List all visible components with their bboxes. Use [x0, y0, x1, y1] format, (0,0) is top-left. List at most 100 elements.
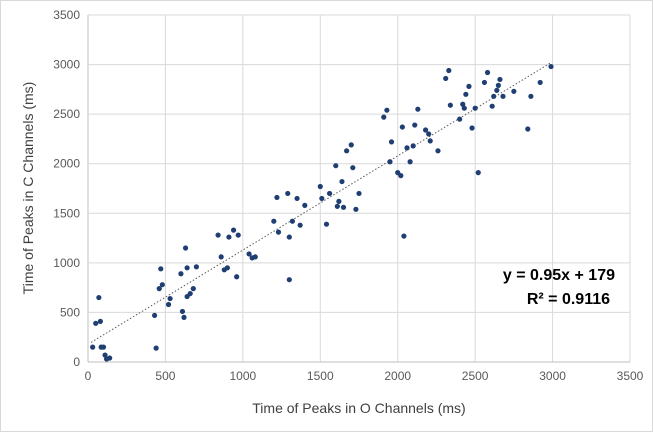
data-point [475, 170, 481, 176]
data-point [167, 295, 173, 302]
data-point [398, 173, 404, 179]
data-point [407, 159, 413, 165]
data-point [457, 116, 463, 122]
data-point [334, 203, 340, 209]
data-point [107, 355, 113, 361]
x-tick-label: 0 [85, 369, 92, 383]
data-point [90, 344, 96, 350]
x-axis-ticks: 0 500 1000 1500 2000 2500 3000 3500 [85, 369, 644, 383]
y-axis-ticks: 0 500 1000 1500 2000 2500 3000 3500 [53, 8, 80, 369]
data-point [302, 202, 308, 208]
data-point [447, 102, 453, 108]
x-tick-label: 1000 [230, 369, 257, 383]
data-point [97, 318, 103, 324]
data-point [489, 103, 495, 109]
data-point [356, 190, 362, 197]
data-point [182, 245, 189, 251]
trendline-equation: y = 0.95x + 179 [503, 267, 615, 284]
data-point [246, 251, 252, 257]
data-point [252, 254, 258, 260]
data-point [484, 69, 491, 76]
data-point [427, 138, 433, 144]
data-point [426, 131, 432, 137]
x-tick-label: 3000 [539, 369, 566, 383]
data-point [494, 87, 500, 93]
data-point [336, 198, 342, 204]
data-point [224, 265, 230, 271]
data-point [333, 163, 339, 169]
y-axis-title: Time of Peaks in C Channels (ms) [20, 82, 36, 295]
data-point [235, 232, 241, 238]
data-point [326, 190, 333, 197]
data-point [353, 206, 359, 212]
data-point [446, 67, 452, 74]
y-tick-label: 3500 [53, 8, 80, 22]
data-point [187, 290, 193, 297]
data-point [412, 122, 418, 128]
data-point [466, 83, 472, 89]
data-point [497, 76, 503, 83]
data-point [381, 114, 387, 120]
data-point [93, 320, 99, 326]
data-point [495, 82, 501, 88]
data-point [481, 79, 488, 86]
data-point [286, 234, 292, 240]
data-point [159, 282, 165, 288]
data-point [158, 266, 164, 272]
data-point [181, 314, 187, 320]
data-point [404, 145, 410, 151]
data-point [435, 148, 441, 154]
data-point [274, 194, 280, 201]
data-point [460, 101, 466, 107]
data-point [350, 165, 356, 171]
data-point [399, 124, 405, 130]
data-point [294, 195, 300, 202]
data-point [500, 93, 506, 99]
y-tick-label: 2500 [53, 107, 80, 121]
data-point [100, 344, 107, 350]
data-point [218, 254, 224, 260]
data-point [226, 234, 232, 240]
data-point [469, 125, 475, 131]
data-point [491, 93, 497, 99]
data-point [179, 308, 186, 315]
x-tick-label: 1500 [307, 369, 334, 383]
data-point [102, 352, 108, 358]
data-point [156, 286, 162, 292]
data-point [151, 312, 158, 319]
x-axis-title: Time of Peaks in O Channels (ms) [252, 400, 465, 416]
data-point [537, 79, 543, 86]
data-point [548, 63, 554, 70]
y-tick-label: 2000 [53, 157, 80, 171]
data-point [297, 222, 303, 228]
data-point [528, 93, 534, 99]
x-tick-label: 2000 [384, 369, 411, 383]
x-tick-label: 3500 [617, 369, 644, 383]
data-point [410, 143, 416, 149]
data-point [387, 159, 393, 165]
data-point [286, 277, 292, 283]
data-point [184, 265, 190, 271]
data-points [90, 63, 554, 362]
data-point [511, 88, 517, 94]
y-tick-label: 0 [73, 355, 80, 369]
data-point [384, 107, 390, 113]
data-point [443, 75, 449, 82]
data-point [323, 221, 330, 227]
y-tick-label: 1500 [53, 206, 80, 220]
x-tick-label: 500 [155, 369, 175, 383]
y-tick-label: 1000 [53, 256, 80, 270]
r-squared-label: R² = 0.9116 [527, 291, 610, 308]
x-tick-label: 2500 [462, 369, 489, 383]
gridlines [87, 14, 631, 363]
y-tick-label: 500 [60, 305, 80, 319]
data-point [472, 105, 478, 111]
data-point [388, 139, 395, 145]
data-point [190, 286, 196, 292]
data-point [401, 233, 407, 239]
data-point [153, 345, 159, 351]
y-tick-label: 3000 [53, 58, 80, 72]
data-point [317, 183, 323, 190]
data-point [234, 274, 240, 280]
